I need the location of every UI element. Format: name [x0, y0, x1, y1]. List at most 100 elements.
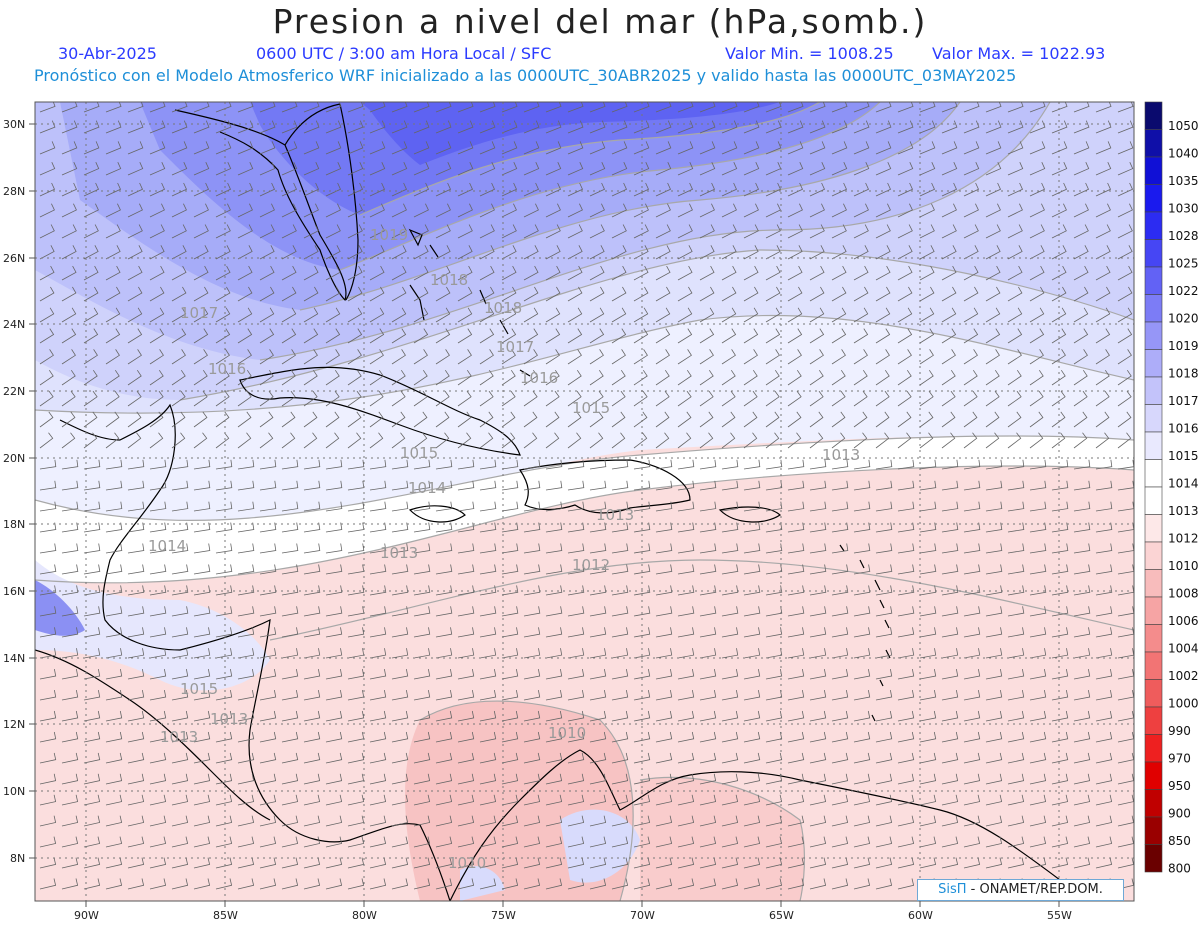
wind-barb	[303, 710, 321, 722]
wind-barb	[963, 120, 980, 134]
wind-barb	[523, 480, 541, 491]
wind-barb	[831, 752, 849, 764]
wind-barb	[281, 501, 299, 512]
model-info: Pronóstico con el Modelo Atmosferico WRF…	[34, 66, 1017, 85]
wind-barb	[853, 141, 870, 155]
wind-barb	[743, 752, 761, 764]
colorbar-label: 1002	[1168, 669, 1199, 683]
wind-barb	[1073, 752, 1091, 764]
wind-barb	[237, 102, 254, 113]
lon-label: 70W	[630, 909, 655, 922]
wind-barb	[193, 815, 211, 827]
wind-barb	[721, 224, 737, 239]
wind-barb	[853, 815, 871, 827]
wind-barb	[39, 836, 57, 848]
wind-barb	[545, 815, 563, 827]
wind-barb	[83, 182, 100, 197]
wind-barb	[325, 501, 343, 512]
wind-barb	[105, 265, 121, 281]
wind-barb	[1051, 307, 1067, 323]
wind-barb	[215, 102, 232, 113]
wind-barb	[523, 432, 538, 449]
wind-barb	[479, 349, 494, 365]
wind-barb	[523, 265, 539, 281]
wind-barb	[941, 543, 959, 554]
wind-barb	[985, 773, 1003, 785]
wind-barb	[1029, 369, 1044, 386]
wind-barb	[39, 752, 57, 764]
wind-barb	[435, 522, 453, 533]
wind-barb	[325, 286, 341, 302]
wind-barb	[567, 369, 582, 386]
wind-barb	[479, 459, 497, 470]
wind-barb	[853, 328, 869, 344]
wind-barb	[655, 245, 671, 260]
wind-barb	[919, 836, 937, 848]
wind-barb	[677, 265, 693, 281]
wind-barb	[1073, 710, 1091, 722]
wind-barb	[391, 648, 409, 659]
wind-barb	[325, 710, 343, 722]
wind-barb	[633, 606, 651, 617]
wind-barb	[963, 773, 981, 785]
wind-barb	[633, 182, 650, 197]
wind-barb	[1051, 501, 1069, 512]
wind-barb	[303, 286, 319, 302]
colorbar-label: 1012	[1168, 532, 1199, 546]
wind-barb	[721, 349, 736, 365]
wind-barb	[435, 411, 450, 428]
wind-barb	[633, 459, 651, 470]
wind-barb	[61, 564, 79, 575]
wind-barb	[919, 690, 937, 701]
wind-barb	[941, 182, 958, 197]
wind-barb	[391, 585, 409, 596]
wind-barb	[1029, 648, 1047, 659]
wind-barb	[457, 141, 474, 155]
lon-label: 85W	[213, 909, 238, 922]
wind-barb	[281, 794, 299, 806]
wind-barb	[391, 307, 407, 323]
wind-barb	[193, 286, 209, 302]
wind-barb	[259, 286, 275, 302]
wind-barb	[985, 815, 1003, 827]
wind-barb	[611, 773, 629, 785]
wind-barb	[391, 815, 409, 827]
wind-barb	[787, 307, 803, 323]
wind-barb	[743, 690, 761, 701]
wind-barb	[941, 307, 957, 323]
wind-barb	[1007, 731, 1025, 743]
wind-barb	[1117, 390, 1132, 407]
wind-barb	[127, 690, 145, 701]
wind-barb	[545, 543, 563, 554]
wind-barb	[501, 690, 519, 701]
wind-barb	[435, 606, 453, 617]
wind-barb	[611, 120, 628, 134]
wind-barb	[501, 102, 518, 113]
wind-barb	[391, 564, 409, 575]
wind-barb	[963, 369, 978, 386]
wind-barb	[589, 878, 607, 890]
wind-barb	[435, 731, 453, 743]
wind-barb	[171, 690, 189, 701]
wind-barb	[303, 669, 321, 680]
wind-barb	[699, 224, 715, 239]
wind-barb	[545, 878, 563, 890]
wind-barb	[897, 669, 915, 680]
wind-barb	[457, 773, 475, 785]
wind-barb	[303, 773, 321, 785]
wind-barb	[435, 585, 453, 596]
wind-barb	[303, 648, 321, 659]
wind-barb	[919, 669, 937, 680]
wind-barb	[765, 480, 783, 491]
wind-barb	[787, 752, 805, 764]
wind-barb	[853, 203, 869, 218]
wind-barb	[1051, 669, 1069, 680]
wind-barb	[567, 627, 585, 638]
wind-barb	[105, 432, 120, 449]
wind-barb	[523, 120, 540, 134]
wind-barb	[721, 773, 739, 785]
wind-barb	[501, 286, 517, 302]
wind-barb	[303, 245, 319, 260]
wind-barb	[501, 794, 519, 806]
wind-barb	[831, 585, 849, 596]
